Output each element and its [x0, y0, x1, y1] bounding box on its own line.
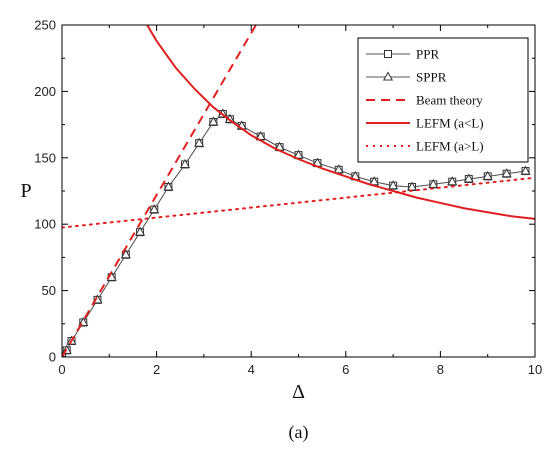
- data-point-1: [134, 226, 146, 236]
- series-clip-group: [62, 25, 535, 357]
- legend-marker: [384, 50, 392, 58]
- data-point-1: [482, 170, 493, 180]
- plot-frame: [61, 24, 536, 358]
- data-point-1: [428, 178, 439, 188]
- x-axis-title: Δ: [292, 381, 305, 403]
- data-point-1: [333, 164, 344, 174]
- y-axis-title: P: [20, 180, 31, 202]
- data-point-1: [463, 173, 474, 183]
- data-point-1: [149, 204, 160, 214]
- legend-label: LEFM (a>L): [416, 139, 484, 154]
- data-point-1: [388, 180, 399, 190]
- x-tick-label: 10: [528, 362, 542, 377]
- legend-label: LEFM (a<L): [416, 116, 484, 131]
- data-point-1: [194, 137, 205, 147]
- data-point-1: [120, 249, 131, 259]
- data-point-1: [501, 168, 512, 178]
- series-layer: [62, 25, 535, 357]
- data-point-1: [447, 176, 458, 186]
- data-point-1: [520, 165, 531, 175]
- data-point-1: [179, 158, 191, 168]
- y-tick-label: 150: [34, 150, 56, 165]
- series-line-3: [146, 25, 535, 220]
- y-tick-label: 250: [34, 18, 56, 33]
- y-tick-label: 100: [34, 217, 56, 232]
- x-tick-label: 2: [153, 362, 160, 377]
- y-tick-label: 0: [49, 350, 56, 365]
- data-point-1: [163, 181, 174, 191]
- data-point-1: [208, 116, 219, 126]
- y-tick-label: 50: [42, 283, 56, 298]
- series-line-2: [62, 25, 257, 357]
- legend-label: PPR: [416, 47, 439, 62]
- x-tick-label: 0: [58, 362, 65, 377]
- y-tick-label: 200: [34, 84, 56, 99]
- legend-label: SPPR: [416, 70, 447, 85]
- x-tick-label: 6: [342, 362, 349, 377]
- legend-label: Beam theory: [416, 93, 483, 108]
- legend-marker: [382, 71, 394, 81]
- figure-caption: (a): [289, 422, 309, 443]
- legend: PPR SPPR Beam theory LEFM (a<L) LEFM (a>L): [357, 37, 529, 163]
- x-tick-label: 4: [248, 362, 255, 377]
- series-line-4: [62, 176, 535, 229]
- x-tick-label: 8: [437, 362, 444, 377]
